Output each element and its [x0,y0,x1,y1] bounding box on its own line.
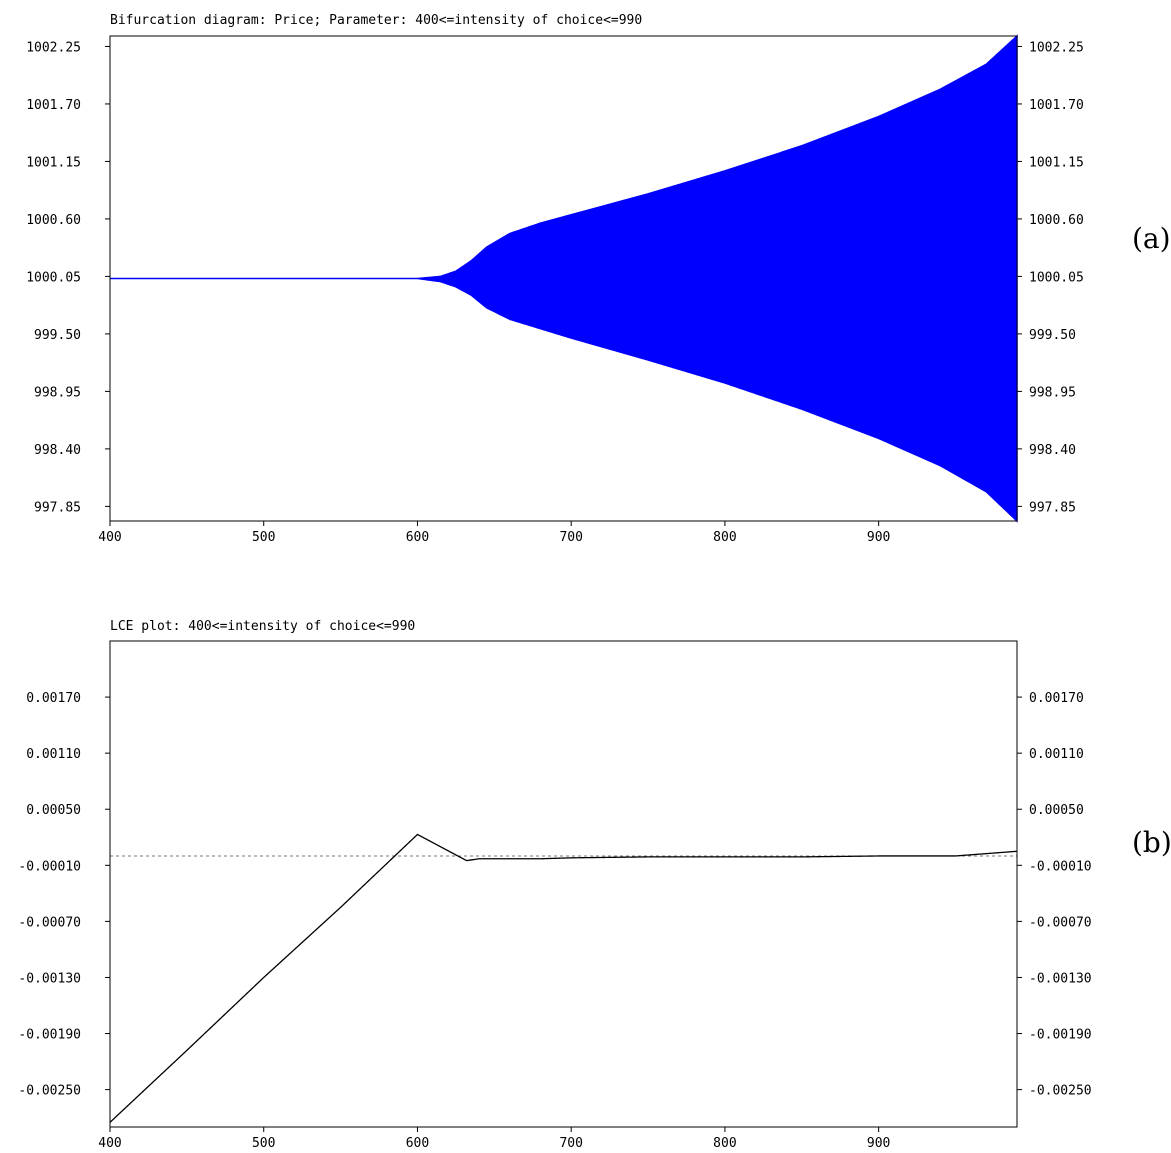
y-tick-label-right: 999.50 [1029,328,1076,343]
y-tick-label-left: 1000.05 [26,270,81,285]
y-tick-label-left: 1002.25 [26,40,81,55]
y-tick-label-right: -0.00010 [1029,859,1092,874]
y-tick-label-left: 0.00110 [26,747,81,762]
x-tick-label: 400 [98,1136,121,1151]
y-tick-label-left: 998.40 [34,443,81,458]
x-tick-label: 800 [713,1136,736,1151]
panel-label: (b) [1132,826,1171,859]
plot-frame [109,640,1018,1128]
y-tick-label-right: 1000.60 [1029,213,1084,228]
x-tick-label: 700 [559,1136,582,1151]
y-tick-label-left: 0.00170 [26,691,81,706]
y-tick-label-right: 0.00110 [1029,747,1084,762]
chart-title: LCE plot: 400<=intensity of choice<=990 [110,619,415,634]
chart-lce: LCE plot: 400<=intensity of choice<=990 (… [18,619,1171,1151]
x-tick-label: 900 [867,1136,890,1151]
y-tick-label-right: 997.85 [1029,500,1076,515]
chart-title: Bifurcation diagram: Price; Parameter: 4… [110,13,642,28]
y-tick-label-right: 1001.15 [1029,155,1084,170]
y-tick-label-right: -0.00070 [1029,915,1092,930]
x-tick-label: 600 [406,1136,429,1151]
y-tick-label-right: 0.00170 [1029,691,1084,706]
y-tick-label-right: -0.00130 [1029,971,1092,986]
bifurcation-band [110,34,1018,523]
y-tick-label-left: -0.00190 [18,1028,81,1043]
x-tick-label: 900 [867,530,890,545]
y-tick-label-right: -0.00250 [1029,1084,1092,1099]
y-tick-label-left: -0.00130 [18,971,81,986]
lce-series-line [109,833,1018,1123]
chart-bifurcation: Bifurcation diagram: Price; Parameter: 4… [26,13,1170,545]
y-tick-label-left: 997.85 [34,500,81,515]
y-tick-label-right: 1000.05 [1029,270,1084,285]
y-tick-label-left: 1001.15 [26,155,81,170]
x-tick-label: 600 [406,530,429,545]
y-tick-label-right: 998.40 [1029,443,1076,458]
panel-label: (a) [1132,222,1171,255]
plot-frame [109,35,1018,522]
y-tick-label-left: 1000.60 [26,213,81,228]
y-tick-label-left: -0.00250 [18,1084,81,1099]
y-tick-label-right: 998.95 [1029,385,1076,400]
y-tick-label-left: 0.00050 [26,803,81,818]
y-tick-label-left: 999.50 [34,328,81,343]
y-tick-label-right: 0.00050 [1029,803,1084,818]
x-tick-label: 500 [252,530,275,545]
y-tick-label-left: -0.00070 [18,915,81,930]
y-tick-label-right: -0.00190 [1029,1028,1092,1043]
x-tick-label: 700 [559,530,582,545]
y-tick-label-left: 998.95 [34,385,81,400]
y-tick-label-left: -0.00010 [18,859,81,874]
x-tick-label: 800 [713,530,736,545]
x-tick-label: 400 [98,530,121,545]
x-tick-label: 500 [252,1136,275,1151]
y-tick-label-left: 1001.70 [26,98,81,113]
y-tick-label-right: 1002.25 [1029,40,1084,55]
y-tick-label-right: 1001.70 [1029,98,1084,113]
